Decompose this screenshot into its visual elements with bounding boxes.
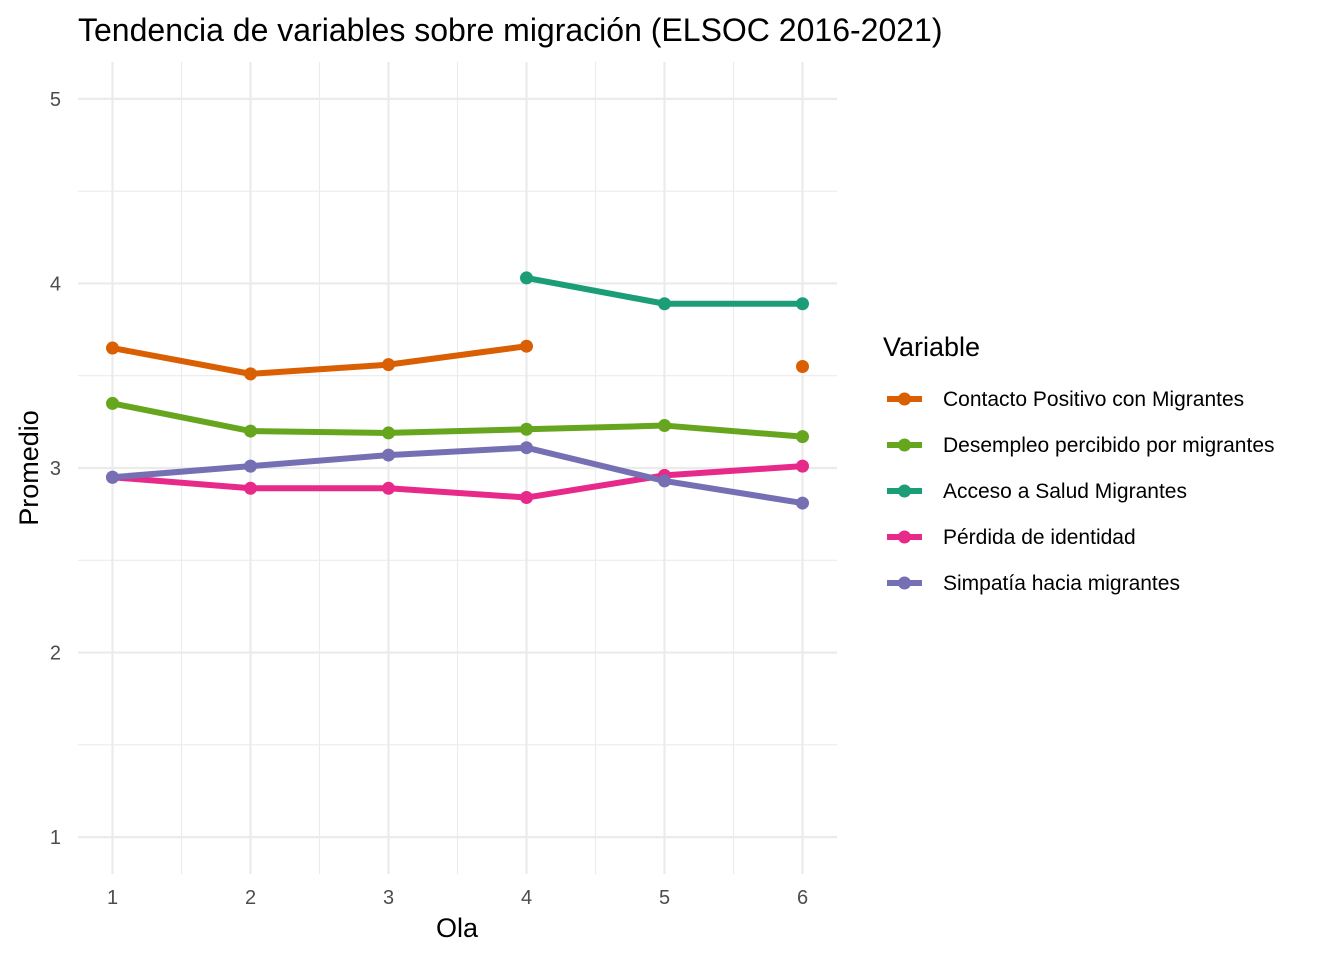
y-tick-label: 5 [50,89,61,111]
legend-label-contacto-positivo-con-migrantes: Contacto Positivo con Migrantes [943,388,1244,411]
y-tick-label: 4 [50,273,61,295]
x-tick-label: 3 [383,887,394,909]
series-line-perdida-de-identidad [112,463,803,501]
data-point-simpatia-hacia-migrantes [658,474,671,488]
data-point-acceso-a-salud-migrantes [796,297,809,311]
x-tick-label: 2 [245,887,256,909]
x-tick-label: 5 [659,887,670,909]
series-points [106,271,809,510]
legend-label-acceso-a-salud-migrantes: Acceso a Salud Migrantes [943,480,1187,503]
x-tick-label: 6 [797,887,808,909]
x-tick-label: 1 [107,887,118,909]
legend: Variable Contacto Positivo con Migrantes… [883,332,1275,595]
data-point-contacto-positivo-con-migrantes [796,360,809,373]
data-point-contacto-positivo-con-migrantes [244,367,257,381]
legend-key-point-acceso-a-salud-migrantes [898,484,911,498]
data-point-perdida-de-identidad [244,481,257,495]
data-point-simpatia-hacia-migrantes [382,448,395,462]
y-tick-label: 2 [50,643,61,665]
x-tick-label: 4 [521,887,532,909]
series-line-contacto-positivo-con-migrantes [111,343,527,377]
legend-label-simpatia-hacia-migrantes: Simpatía hacia migrantes [943,572,1180,595]
data-point-desempleo-percibido-por-migrantes [796,430,809,444]
x-axis-ticks: 1 2 3 4 5 6 [107,887,808,909]
y-axis-title: Promedio [14,410,44,526]
data-point-contacto-positivo-con-migrantes [382,358,395,372]
data-point-desempleo-percibido-por-migrantes [382,426,395,440]
data-point-desempleo-percibido-por-migrantes [106,396,119,410]
data-point-contacto-positivo-con-migrantes [106,341,119,355]
data-point-perdida-de-identidad [382,481,395,495]
data-point-simpatia-hacia-migrantes [520,441,533,455]
data-point-desempleo-percibido-por-migrantes [520,422,533,436]
data-point-acceso-a-salud-migrantes [520,271,533,285]
legend-key-point-desempleo-percibido-por-migrantes [898,438,911,452]
data-point-simpatia-hacia-migrantes [244,459,257,473]
data-point-desempleo-percibido-por-migrantes [658,419,671,433]
series-lines [111,274,803,507]
series-line-simpatia-hacia-migrantes [112,444,803,507]
data-point-simpatia-hacia-migrantes [106,470,119,484]
series-line-desempleo-percibido-por-migrantes [111,400,803,440]
y-tick-label: 3 [50,458,61,480]
data-point-acceso-a-salud-migrantes [658,297,671,311]
legend-label-desempleo-percibido-por-migrantes: Desempleo percibido por migrantes [943,434,1275,457]
data-point-perdida-de-identidad [520,491,533,505]
data-point-desempleo-percibido-por-migrantes [244,424,257,438]
legend-key-point-contacto-positivo-con-migrantes [898,392,911,406]
y-tick-label: 1 [50,827,61,849]
data-point-perdida-de-identidad [796,459,809,473]
data-point-simpatia-hacia-migrantes [796,496,809,510]
chart-title: Tendencia de variables sobre migración (… [78,12,942,48]
y-axis-ticks: 1 2 3 4 5 [50,89,61,849]
x-axis-title: Ola [436,913,479,943]
data-point-contacto-positivo-con-migrantes [520,339,533,353]
legend-label-perdida-de-identidad: Pérdida de identidad [943,526,1136,549]
legend-key-point-perdida-de-identidad [898,530,911,544]
legend-key-point-simpatia-hacia-migrantes [898,576,911,590]
legend-title: Variable [883,332,980,362]
